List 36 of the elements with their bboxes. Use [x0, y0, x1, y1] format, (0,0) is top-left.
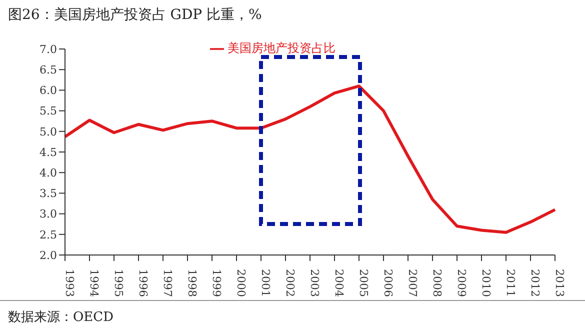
x-tick-label: 1998 [186, 269, 199, 297]
y-tick-label: 2.0 [40, 248, 57, 262]
x-tick-label: 2001 [259, 269, 272, 297]
x-tick-label: 2008 [430, 269, 444, 297]
y-tick-label: 2.5 [40, 228, 57, 242]
chart-title: 图26：美国房地产投资占 GDP 比重，% [8, 6, 262, 24]
x-tick-label: 2012 [528, 269, 542, 297]
x-tick-label: 2011 [504, 269, 518, 297]
x-tick-label: 1997 [161, 269, 174, 297]
x-tick-label: 1995 [112, 269, 126, 297]
source-note: 数据来源：OECD [8, 309, 114, 326]
x-tick-label: 2005 [357, 269, 370, 297]
y-tick-label: 6.0 [40, 84, 57, 98]
x-tick-label: 2003 [308, 269, 322, 297]
y-tick-label: 6.5 [40, 64, 57, 77]
x-tick-label: 2000 [234, 269, 248, 297]
y-tick-label: 4.5 [40, 146, 57, 159]
x-tick-label: 2010 [480, 269, 493, 297]
x-tick-label: 2009 [455, 269, 468, 297]
legend-label: 美国房地产投资占比 [228, 41, 336, 55]
y-tick-label: 4.0 [40, 166, 57, 180]
y-tick-label: 3.0 [40, 208, 57, 221]
y-tick-label: 7.0 [40, 42, 57, 56]
x-tick-label: 2013 [553, 269, 566, 297]
x-tick-label: 2006 [382, 269, 395, 297]
x-tick-label: 2004 [332, 269, 346, 297]
x-tick-label: 1996 [136, 269, 150, 297]
x-tick-label: 2007 [406, 269, 420, 297]
y-tick-label: 5.5 [40, 104, 57, 118]
x-tick-label: 2002 [284, 269, 297, 297]
x-tick-label: 1999 [210, 269, 224, 297]
x-tick-label: 1994 [88, 269, 101, 297]
x-tick-label: 1993 [63, 269, 76, 297]
line-series [64, 84, 556, 234]
y-tick-label: 5.0 [40, 125, 57, 138]
y-tick-label: 3.5 [40, 187, 57, 200]
